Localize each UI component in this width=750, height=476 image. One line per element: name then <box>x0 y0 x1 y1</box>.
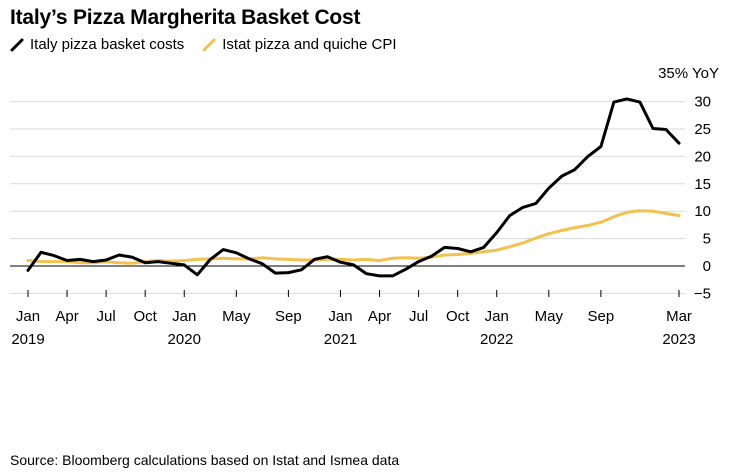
y-tick-label: 25 <box>694 121 711 138</box>
y-tick-label: 30 <box>694 94 711 111</box>
x-tick-label: Jan <box>485 308 509 325</box>
y-tick-label: 5 <box>703 231 711 248</box>
series-line-cpi <box>26 209 681 265</box>
legend-item-cpi: Istat pizza and quiche CPI <box>202 36 397 53</box>
x-tick-label: May <box>535 308 564 325</box>
y-tick-label: 15 <box>694 176 711 193</box>
x-year-label: 2023 <box>662 331 695 348</box>
y-tick-label: −5 <box>694 285 711 302</box>
y-unit-label: 35% YoY <box>658 65 719 82</box>
x-tick-label: Jul <box>97 308 116 325</box>
x-year-label: 2022 <box>480 331 513 348</box>
x-tick-label: Jan <box>328 308 352 325</box>
diagonal-line-icon <box>10 38 24 51</box>
x-tick-label: Sep <box>275 308 302 325</box>
x-year-label: 2019 <box>11 331 44 348</box>
y-tick-label: 0 <box>703 258 711 275</box>
x-year-label: 2020 <box>168 331 201 348</box>
x-tick-label: Jan <box>172 308 196 325</box>
x-tick-label: Jul <box>409 308 428 325</box>
x-tick-label: Oct <box>134 308 158 325</box>
x-tick-label: May <box>222 308 251 325</box>
chart-title: Italy’s Pizza Margherita Basket Cost <box>10 6 361 29</box>
x-axis: Jan 2019 Apr Jul Oct Jan 2020 May Sep Jan 2021 Apr J… <box>11 290 696 348</box>
diagonal-line-icon <box>202 38 216 51</box>
gridlines <box>10 101 685 294</box>
x-tick-label: Jan <box>16 308 40 325</box>
x-tick-label: Oct <box>446 308 470 325</box>
x-tick-label: Apr <box>368 308 391 325</box>
legend: Italy pizza basket costs Istat pizza and… <box>10 36 397 53</box>
y-tick-label: 20 <box>694 148 711 165</box>
series-line-basket <box>26 97 681 278</box>
y-axis: −5 0 5 10 15 20 25 30 35% YoY <box>658 65 719 302</box>
x-tick-label: Sep <box>588 308 615 325</box>
x-tick-label: Mar <box>666 308 692 325</box>
series-lines <box>26 97 681 278</box>
source-note: Source: Bloomberg calculations based on … <box>10 452 400 468</box>
legend-label-cpi: Istat pizza and quiche CPI <box>222 36 397 53</box>
legend-item-basket: Italy pizza basket costs <box>10 36 184 53</box>
y-tick-label: 10 <box>694 203 711 220</box>
legend-label-basket: Italy pizza basket costs <box>30 36 185 53</box>
x-tick-label: Apr <box>55 308 78 325</box>
x-year-label: 2021 <box>324 331 357 348</box>
